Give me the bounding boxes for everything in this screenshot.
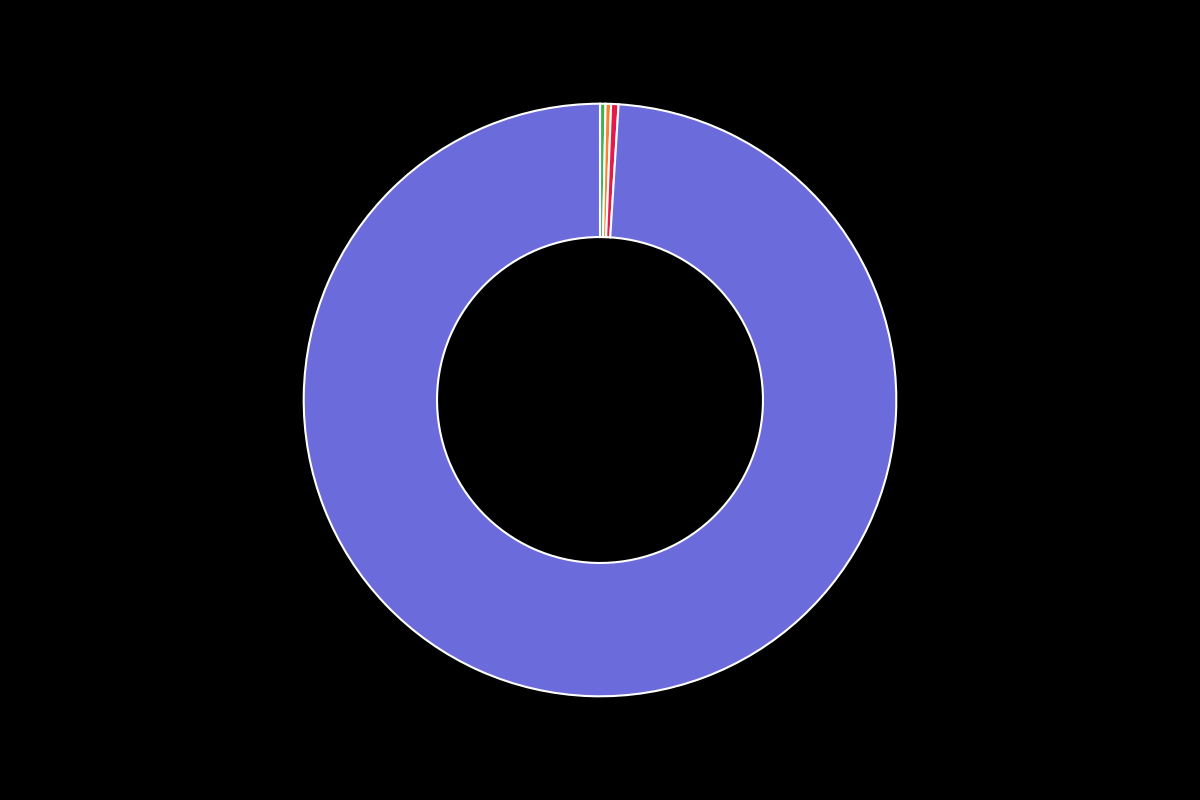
Wedge shape xyxy=(604,104,611,237)
Wedge shape xyxy=(304,104,896,696)
Wedge shape xyxy=(600,104,606,237)
Wedge shape xyxy=(606,104,619,238)
